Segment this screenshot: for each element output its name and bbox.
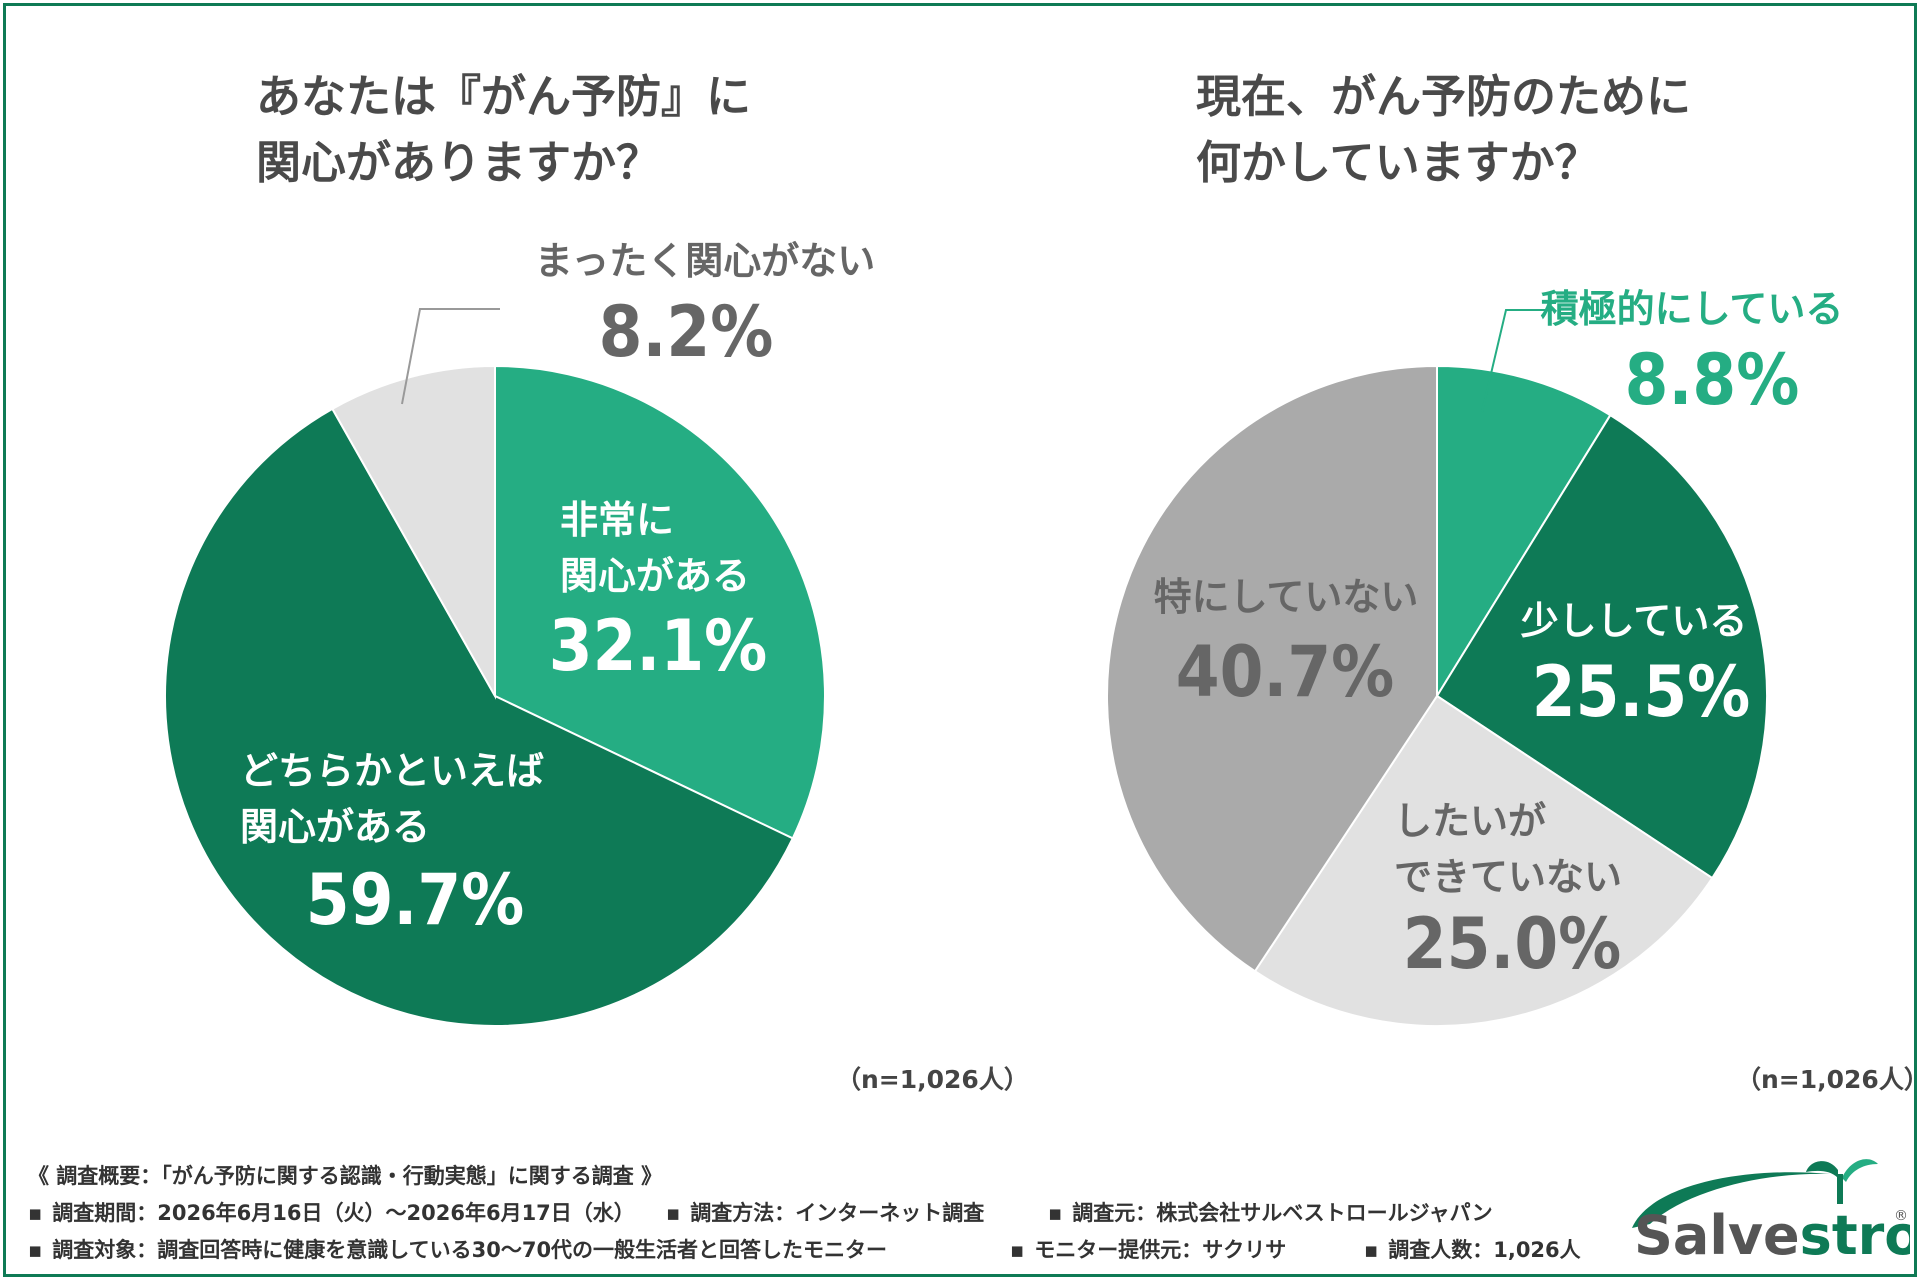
logo-text: Salvestrol	[1634, 1204, 1910, 1267]
logo-swoosh-icon	[1632, 1172, 1830, 1228]
bullet-icon: ▪	[666, 1201, 681, 1225]
survey-source: ▪ 調査元：株式会社サルベストロールジャパン	[1048, 1197, 1493, 1227]
chart-title-left-line1: あなたは『がん予防』に	[256, 70, 752, 123]
bullet-icon: ▪	[1010, 1238, 1025, 1262]
value-label-somewhat-interested: 59.7%	[306, 859, 524, 941]
label-very-interested-line1: 非常に	[560, 498, 674, 542]
pie-right-slice-2	[1253, 694, 1714, 1028]
pie-chart-interest	[163, 364, 826, 1027]
leader-line-actively-doing	[1481, 309, 1552, 413]
label-actively-doing-text: 積極的にしている	[1541, 287, 1844, 331]
survey-period: ▪ 調査期間：2026年6月16日（火）〜2026年6月17日（水）	[28, 1197, 635, 1227]
survey-respondents-text: 調査人数：1,026人	[1388, 1238, 1581, 1262]
value-label-want-but-cannot: 25.0%	[1403, 903, 1621, 985]
label-not-doing: 特にしていない 40.7%	[1154, 575, 1419, 713]
pie-chart-action	[1106, 364, 1768, 1028]
label-somewhat-interested-line2: 関心がある	[240, 805, 430, 849]
chart-title-right-line1: 現在、がん予防のために	[1196, 70, 1692, 123]
pie-right-slice-0	[1436, 364, 1612, 700]
chart-title-left-line2: 関心がありますか？	[256, 136, 662, 189]
survey-respondents: ▪ 調査人数：1,026人	[1364, 1234, 1581, 1264]
chart-title-right: 現在、がん予防のために 何かしていますか？	[1196, 64, 1691, 196]
value-label-not-interested: 8.2%	[599, 291, 774, 373]
label-want-but-cannot-line1: したいが	[1394, 799, 1546, 843]
label-doing-a-little: 少ししている 25.5%	[1521, 599, 1751, 733]
value-label-very-interested: 32.1%	[549, 605, 767, 687]
pie-left-slice-2	[331, 364, 496, 700]
pie-right-slice-1	[1435, 413, 1768, 880]
label-not-doing-text: 特にしていない	[1154, 575, 1419, 619]
value-label-doing-a-little: 25.5%	[1532, 651, 1750, 733]
pie-right-slice-3	[1106, 364, 1438, 973]
bullet-icon: ▪	[1364, 1238, 1379, 1262]
label-want-but-cannot-line2: できていない	[1394, 855, 1622, 899]
logo-registered-mark: ®	[1894, 1208, 1908, 1224]
logo-leaf-left-icon	[1806, 1161, 1838, 1178]
label-very-interested-line2: 関心がある	[560, 554, 750, 598]
sample-size-note-left: （n=1,026人）	[836, 1065, 1029, 1094]
survey-overview-heading: 《 調査概要：「がん予防に関する認識・行動実態」に関する調査 》	[28, 1164, 663, 1188]
logo-text-part2: strol	[1800, 1204, 1910, 1267]
label-doing-a-little-text: 少ししている	[1521, 599, 1748, 643]
label-actively-doing: 積極的にしている 8.8%	[1481, 287, 1844, 421]
survey-source-text: 調査元：株式会社サルベストロールジャパン	[1072, 1201, 1493, 1225]
value-label-not-doing: 40.7%	[1176, 631, 1394, 713]
label-very-interested: 非常に 関心がある 32.1%	[549, 498, 767, 687]
survey-method-text: 調査方法：インターネット調査	[690, 1201, 985, 1225]
salvestrol-logo: Salvestrol ®	[1632, 1159, 1910, 1267]
pie-left-slice-0	[494, 364, 826, 840]
label-not-interested: まったく関心がない 8.2%	[401, 239, 875, 405]
bullet-icon: ▪	[28, 1238, 43, 1262]
leader-line-not-interested	[401, 308, 500, 405]
survey-period-text: 調査期間：2026年6月16日（火）〜2026年6月17日（水）	[52, 1201, 635, 1225]
label-want-but-cannot: したいが できていない 25.0%	[1394, 799, 1622, 985]
label-not-interested-text: まったく関心がない	[535, 239, 875, 283]
survey-monitor-provider-text: モニター提供元：サクリサ	[1034, 1238, 1287, 1262]
survey-method: ▪ 調査方法：インターネット調査	[666, 1197, 984, 1227]
chart-title-right-line2: 何かしていますか？	[1196, 136, 1600, 189]
image-frame	[3, 3, 1917, 1277]
chart-title-left: あなたは『がん予防』に 関心がありますか？	[256, 64, 751, 196]
survey-monitor-provider: ▪ モニター提供元：サクリサ	[1010, 1234, 1286, 1264]
survey-target: ▪ 調査対象：調査回答時に健康を意識している30〜70代の一般生活者と回答したモニ…	[28, 1234, 887, 1264]
label-somewhat-interested: どちらかといえば 関心がある 59.7%	[240, 749, 544, 941]
sample-size-note-right: （n=1,026人）	[1736, 1065, 1920, 1094]
pie-left-slice-1	[163, 407, 795, 1027]
logo-text-part1: Salve	[1634, 1204, 1800, 1267]
logo-leaf-right-icon	[1842, 1159, 1878, 1182]
survey-target-text: 調査対象：調査回答時に健康を意識している30〜70代の一般生活者と回答したモニタ…	[52, 1238, 888, 1262]
bullet-icon: ▪	[28, 1201, 43, 1225]
value-label-actively-doing: 8.8%	[1625, 339, 1800, 421]
label-somewhat-interested-line1: どちらかといえば	[240, 749, 544, 793]
bullet-icon: ▪	[1048, 1201, 1063, 1225]
logo-stem-icon	[1837, 1174, 1843, 1204]
